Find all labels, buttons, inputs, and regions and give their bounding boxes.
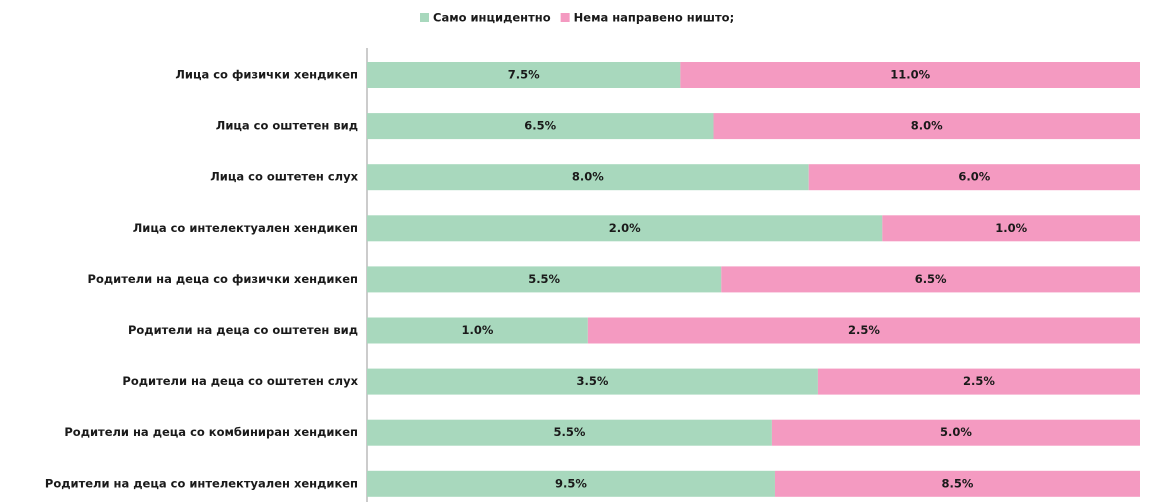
data-label: 5.5%	[528, 272, 560, 286]
bar-segment	[882, 215, 1140, 242]
data-label: 2.5%	[963, 374, 995, 388]
bar-segment	[367, 419, 772, 446]
bar-segment	[367, 62, 681, 88]
bar-segment	[367, 368, 818, 395]
category-label: Лица со интелектуален хендикеп	[133, 221, 358, 235]
data-label: 5.5%	[553, 425, 585, 439]
bar-segment	[367, 164, 809, 191]
category-label: Лица со оштетен слух	[210, 170, 358, 184]
data-label: 1.0%	[995, 221, 1027, 235]
category-label: Родители на деца со интелектуален хендик…	[45, 476, 358, 490]
data-label: 11.0%	[890, 68, 930, 82]
legend-swatch	[560, 13, 570, 22]
legend-label: Само инцидентно	[433, 11, 551, 25]
data-label: 8.5%	[942, 476, 974, 490]
data-label: 2.0%	[609, 221, 641, 235]
category-label: Лица со оштетен вид	[216, 119, 358, 133]
data-label: 6.5%	[915, 272, 947, 286]
data-label: 3.5%	[577, 374, 609, 388]
category-label: Родители на деца со оштетен вид	[128, 323, 358, 337]
bar-segment	[367, 470, 775, 497]
data-label: 7.5%	[508, 68, 540, 82]
data-label: 9.5%	[555, 476, 587, 490]
category-label: Родители на деца со оштетен слух	[122, 374, 358, 388]
bar-segment	[713, 113, 1140, 140]
category-label: Родители на деца со физички хендикеп	[88, 272, 358, 286]
bar-segment	[774, 470, 1140, 497]
data-label: 8.0%	[572, 170, 604, 184]
bar-segment	[367, 266, 722, 293]
data-label: 5.0%	[940, 425, 972, 439]
data-label: 8.0%	[911, 119, 943, 133]
bar-segment	[367, 317, 588, 344]
category-label: Лица со физички хендикеп	[175, 68, 358, 82]
category-label: Родители на деца со комбиниран хендикеп	[64, 425, 358, 439]
bar-segment	[367, 215, 883, 242]
bar-segment	[367, 113, 714, 140]
legend-label: Нема направено ништо;	[574, 11, 735, 25]
bar-segment	[817, 368, 1140, 395]
bar-segment	[721, 266, 1140, 293]
bar-segment	[587, 317, 1140, 344]
bar-segment	[808, 164, 1140, 191]
data-label: 2.5%	[848, 323, 880, 337]
bar-segment	[771, 419, 1140, 446]
data-label: 1.0%	[461, 323, 493, 337]
bar-segment	[680, 62, 1140, 88]
data-label: 6.0%	[958, 170, 990, 184]
data-label: 6.5%	[524, 119, 556, 133]
legend-swatch	[420, 13, 429, 22]
